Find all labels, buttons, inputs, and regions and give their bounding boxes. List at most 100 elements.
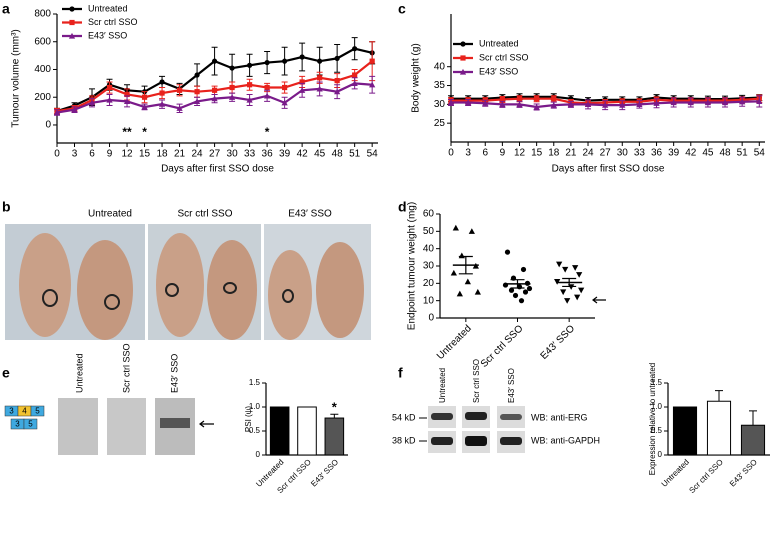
x-axis-label: Days after first SSO dose [552,164,665,175]
point [602,101,609,108]
point [474,288,481,295]
y-tick-label: 0.5 [249,426,261,435]
x-tick-label: 54 [367,149,379,160]
point [533,103,540,110]
legend-label: Untreated [479,38,519,48]
y-tick-label: 0.5 [651,426,663,435]
lane-label: Scr ctrl SSO [121,343,131,393]
x-tick-label: 15 [531,148,543,159]
legend-marker [460,55,466,61]
arrow [592,296,606,304]
x-tick-label: 36 [262,149,274,160]
exon [23,418,38,430]
y-tick-label: 25 [434,118,446,129]
point [158,101,166,107]
blot-band [465,412,487,420]
y-tick-label: 1.5 [651,378,663,387]
point [572,265,579,271]
point [159,90,165,96]
bar [324,417,345,456]
lane-label: Scr ctrl SSO [472,359,481,403]
size-marker: 38 kD [392,435,416,445]
y-tick-label: 0 [428,313,434,324]
x-tick-label: 33 [634,148,646,159]
point [88,99,96,106]
point [247,82,253,88]
x-tick-label: 12 [121,149,133,160]
blot-band [431,437,453,445]
x-tick-label: 36 [651,148,663,159]
point [456,290,463,297]
x-tick-label: 3 [465,148,471,159]
x-tick-label: 21 [565,148,577,159]
blot-band [431,413,453,420]
x-tick-label: 15 [139,149,151,160]
point [352,46,358,52]
point [194,72,200,78]
point [562,266,569,273]
point [193,98,201,104]
point [687,99,694,106]
point [551,96,557,102]
point [317,58,323,64]
x-tick-label: 39 [668,148,680,159]
y-tick-label: 10 [423,295,435,306]
x-tick-label: 51 [349,149,361,160]
point [520,266,527,273]
point [670,99,677,106]
legend-marker [69,19,75,26]
point [447,99,455,106]
legend-label: Scr ctrl SSO [479,52,529,62]
point [317,75,323,81]
panel-letter: f [398,365,403,381]
x-tick-label: 27 [600,148,612,159]
point [369,58,375,64]
panel-letter: c [398,1,406,17]
y-tick-label: 800 [34,9,51,20]
x-tick-label: 24 [192,149,204,160]
point [211,95,218,102]
y-tick-label: 60 [423,209,435,220]
mouse [77,240,133,340]
y-axis-label: Expression relative to untreated [648,363,657,476]
point [550,101,557,108]
x-axis-label: Days after first SSO dose [161,164,274,175]
x-tick-label: E43′ SSO [728,458,759,489]
bar [706,400,732,456]
point [53,109,61,116]
error-bar [749,410,757,426]
point [229,84,235,91]
point [352,72,358,78]
error-bar [458,255,473,275]
point [739,98,746,105]
error-bar [510,279,525,289]
point [508,287,515,293]
point [369,81,376,88]
error-bar [562,277,577,288]
point [71,106,78,113]
point [522,289,529,295]
point [499,101,506,107]
annotation: * [142,125,147,139]
x-tick-label: E43′ SSO [309,458,340,489]
panel-letter: b [2,199,11,215]
y-axis-label: PSI (ψ) [244,406,253,432]
x-tick-label: E43′ SSO [539,323,578,362]
legend-label: E43′ SSO [479,66,518,76]
x-tick-label: 0 [448,148,454,159]
point [560,289,567,296]
point [518,298,525,304]
x-tick-label: 21 [174,149,186,160]
panel-letter: e [2,365,10,381]
x-tick-label: 6 [482,148,488,159]
y-tick-label: 400 [34,64,51,75]
point [653,100,660,106]
point [526,285,533,292]
tumour-mark [104,294,120,310]
bar [297,406,317,456]
mouse [19,233,71,337]
y-axis-label: Body weight (g) [411,43,422,112]
y-axis-label: Endpoint tumour weight (mg) [407,202,418,330]
point [176,105,183,111]
